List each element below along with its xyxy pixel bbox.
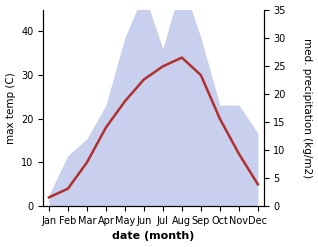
Y-axis label: med. precipitation (kg/m2): med. precipitation (kg/m2) [302, 38, 313, 178]
X-axis label: date (month): date (month) [112, 231, 195, 242]
Y-axis label: max temp (C): max temp (C) [5, 72, 16, 144]
